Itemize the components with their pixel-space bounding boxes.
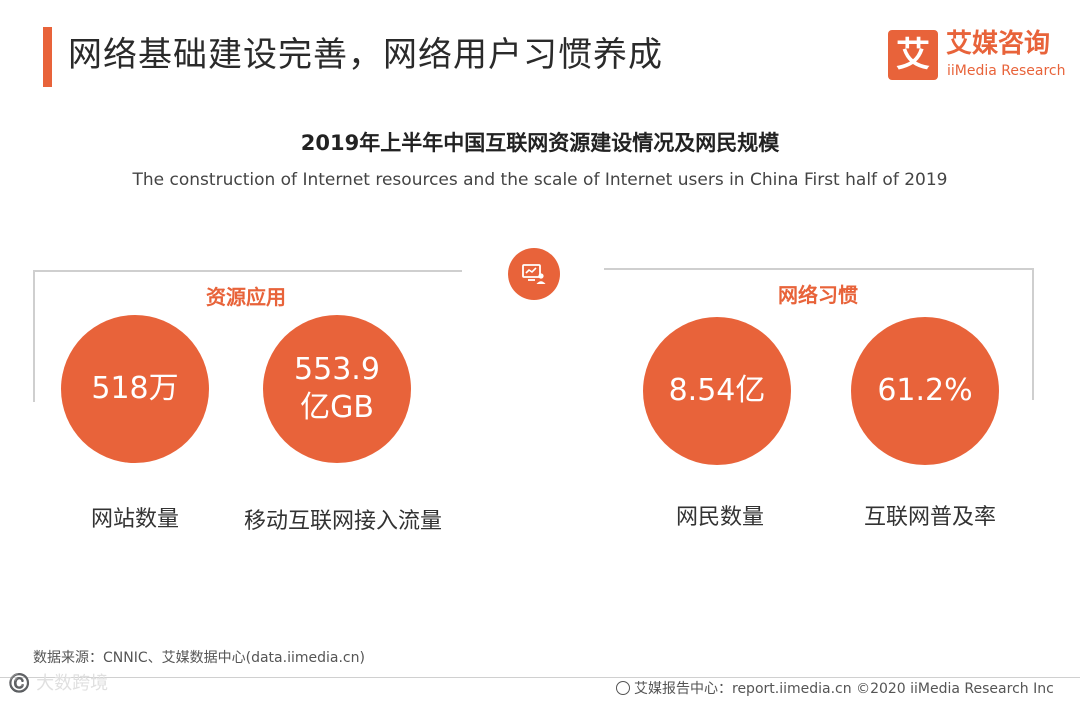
chart-subtitle: The construction of Internet resources a… (132, 170, 948, 190)
title-accent-bar (43, 27, 52, 87)
metric-label-netizens: 网民数量 (675, 505, 764, 530)
metric-value-line2: 亿GB (300, 390, 374, 425)
section-label-habits: 网络习惯 (778, 283, 858, 307)
logo-text-en: iiMedia Research (947, 63, 1066, 79)
monitor-user-icon (508, 248, 560, 300)
footer-divider (0, 677, 1080, 678)
footer-report-center: 艾媒报告中心：report.iimedia.cn ©2020 iiMedia R… (616, 679, 1054, 699)
metric-value: 61.2% (877, 373, 973, 408)
metric-circle-penetration: 61.2% (851, 317, 999, 465)
left-section-bracket (33, 270, 462, 402)
globe-icon (616, 681, 630, 695)
metric-value-line1: 553.9 (294, 352, 380, 387)
chart-title: 2019年上半年中国互联网资源建设情况及网民规模 (300, 131, 780, 155)
logo-text-cn: 艾媒咨询 (946, 29, 1051, 59)
metric-circle-netizens: 8.54亿 (643, 317, 791, 465)
footer-report-text: 艾媒报告中心：report.iimedia.cn ©2020 iiMedia R… (634, 681, 1054, 697)
right-section-bracket (604, 268, 1034, 400)
logo-mark: 艾 (888, 30, 938, 80)
metric-value: 8.54亿 (668, 373, 766, 408)
metric-value: 553.9 亿GB (294, 351, 380, 427)
metric-label-mobile-traffic: 移动互联网接入流量 (243, 509, 442, 534)
watermark: ©️ 大数跨境 (8, 673, 109, 694)
logo: 艾 艾媒咨询 iiMedia Research (888, 28, 1066, 84)
page-title: 网络基础建设完善，网络用户习惯养成 (68, 35, 663, 75)
metric-value: 518万 (91, 371, 179, 406)
metric-circle-websites: 518万 (61, 315, 209, 463)
data-source: 数据来源：CNNIC、艾媒数据中心(data.iimedia.cn) (33, 650, 365, 666)
metric-label-websites: 网站数量 (90, 507, 179, 532)
metric-label-penetration: 互联网普及率 (863, 505, 996, 530)
section-label-resources: 资源应用 (206, 285, 286, 309)
metric-circle-mobile-traffic: 553.9 亿GB (263, 315, 411, 463)
